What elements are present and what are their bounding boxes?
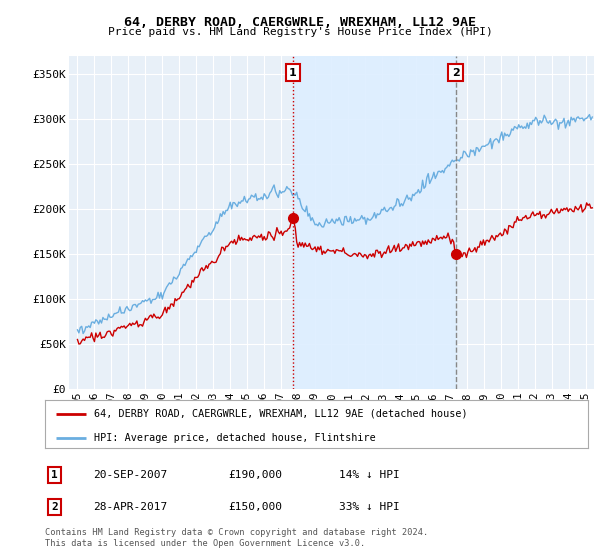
Text: 2: 2 <box>452 68 460 78</box>
Text: £190,000: £190,000 <box>228 470 282 480</box>
Text: 20-SEP-2007: 20-SEP-2007 <box>93 470 167 480</box>
Text: 1: 1 <box>289 68 297 78</box>
Text: Contains HM Land Registry data © Crown copyright and database right 2024.
This d: Contains HM Land Registry data © Crown c… <box>45 528 428 548</box>
Text: HPI: Average price, detached house, Flintshire: HPI: Average price, detached house, Flin… <box>94 432 376 442</box>
Text: 14% ↓ HPI: 14% ↓ HPI <box>339 470 400 480</box>
Text: Price paid vs. HM Land Registry's House Price Index (HPI): Price paid vs. HM Land Registry's House … <box>107 27 493 37</box>
Text: 2: 2 <box>51 502 58 512</box>
Text: 64, DERBY ROAD, CAERGWRLE, WREXHAM, LL12 9AE (detached house): 64, DERBY ROAD, CAERGWRLE, WREXHAM, LL12… <box>94 409 467 419</box>
Bar <box>293 56 455 389</box>
Text: 28-APR-2017: 28-APR-2017 <box>93 502 167 512</box>
Text: 64, DERBY ROAD, CAERGWRLE, WREXHAM, LL12 9AE: 64, DERBY ROAD, CAERGWRLE, WREXHAM, LL12… <box>124 16 476 29</box>
Text: 1: 1 <box>51 470 58 480</box>
Text: 33% ↓ HPI: 33% ↓ HPI <box>339 502 400 512</box>
Text: £150,000: £150,000 <box>228 502 282 512</box>
